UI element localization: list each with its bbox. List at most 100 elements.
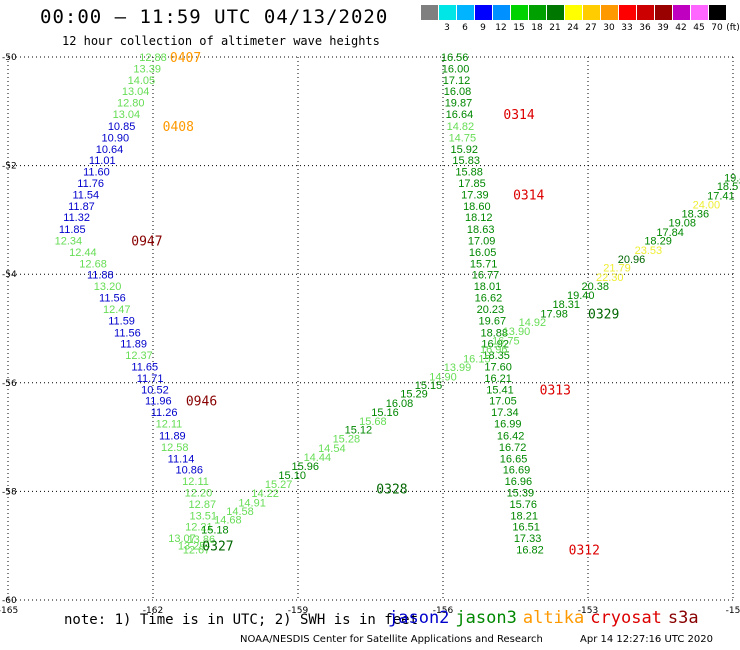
data-point: 11.32 [63,212,90,224]
data-point: 18.01 [474,281,502,293]
data-point: 13.86 [188,534,216,546]
satellite-legend: jason2 jason3 altika cryosat s3a [388,608,705,628]
satellite-jason2: jason2 [388,608,450,628]
data-point: 12.20 [185,487,213,499]
legend-swatch [421,5,438,20]
data-point: 18.36 [682,208,710,220]
data-point: 18.12 [465,212,493,224]
footer-note: note: 1) Time is in UTC; 2) SWH is in fe… [64,612,419,628]
data-point: 11.56 [114,327,141,339]
data-point: 11.14 [168,453,195,465]
data-point: 12.58 [161,442,189,454]
data-point: 11.01 [89,155,116,167]
data-point: 13.51 [190,510,218,522]
time-label: 0313 [540,383,571,398]
data-point: 17.60 [484,362,512,374]
data-point: 11.56 [99,293,126,305]
time-label: 0947 [131,235,162,250]
data-point: 13.99 [444,362,472,374]
data-point: 18.21 [510,510,538,522]
data-point: 19.43 [724,173,740,185]
data-point: 12.11 [156,419,183,431]
time-label: 0314 [503,108,534,123]
satellite-s3a: s3a [667,608,699,628]
legend-swatch [601,5,618,20]
data-point: 11.96 [145,396,172,408]
legend-swatch [439,5,456,20]
data-point: 15.10 [278,470,306,482]
x-tick-label: -153 [578,606,598,616]
data-point: 17.98 [540,308,568,320]
data-point: 14.75 [449,132,477,144]
data-point: 15.68 [359,416,387,428]
data-point: 24.00 [693,200,721,212]
data-point: 15.27 [265,479,293,491]
data-point: 11.26 [151,407,178,419]
data-point: 11.88 [87,270,114,282]
data-point: 15.28 [333,434,361,446]
data-point: 12.34 [55,236,83,248]
legend-swatch [493,5,510,20]
data-point: 15.41 [486,384,514,396]
data-point: 15.96 [291,461,319,473]
legend-label: 15 [513,23,525,33]
data-point: 11.65 [131,362,158,374]
data-point: 19.87 [445,98,473,110]
legend-swatch [583,5,600,20]
data-point: 14.44 [304,452,332,464]
data-point: 16.69 [503,465,531,477]
chart-title: 00:00 – 11:59 UTC 04/13/2020 [40,6,389,28]
data-point: 18.29 [644,236,672,248]
data-point: 18.35 [482,350,510,362]
data-point: 13.04 [113,109,141,121]
data-point: 17.39 [461,189,489,201]
legend-label: 3 [444,23,450,33]
data-point: 19.67 [479,315,507,327]
credit-line: NOAA/NESDIS Center for Satellite Applica… [240,634,543,645]
data-point: 13.39 [133,63,161,75]
data-point: 16.05 [469,247,497,259]
data-point: 16.99 [494,419,522,431]
data-point: 15.76 [509,499,537,511]
data-point: 19.40 [567,290,595,302]
data-point: 13.90 [503,326,531,338]
legend-label: 45 [693,23,705,33]
data-point: 16.75 [492,335,520,347]
data-point: 20.23 [477,304,505,316]
legend-swatch [475,5,492,20]
data-point: 12.80 [117,98,145,110]
legend-swatch [709,5,726,20]
data-point: 10.86 [175,465,203,477]
axes: -165 -162 -159 -156 -153 -15 -50 -52 -54 -56 -58 -6… [0,53,740,616]
data-point: 17.05 [489,396,517,408]
data-point: 12.87 [189,499,217,511]
data-point: 16.96 [505,476,533,488]
data-point: 14.54 [318,443,346,455]
data-points: 12.8813.3914.0513.0412.8013.0410.8510.90… [55,52,740,557]
data-point: 13.20 [94,281,122,293]
data-point: 15.39 [507,487,535,499]
data-point: 11.76 [77,178,104,190]
time-label: 0328 [376,483,407,498]
data-point: 14.58 [226,506,254,518]
legend-label: 18 [531,23,543,33]
y-tick-label: -52 [2,162,17,172]
legend-label: 39 [657,23,669,33]
legend-label: 12 [495,23,507,33]
data-point: 11.71 [137,373,164,385]
data-point: 18.31 [552,299,580,311]
data-point: 12.68 [79,258,107,270]
data-point: 14.91 [238,497,266,509]
legend-label: 33 [621,23,633,33]
chart-subtitle: 12 hour collection of altimeter wave hei… [62,34,380,48]
data-point: 15.18 [201,524,229,536]
data-point: 18.57 [717,181,740,193]
data-point: 11.59 [108,315,135,327]
data-point: 12.47 [103,304,131,316]
data-point: 17.34 [491,407,519,419]
data-point: 16.77 [472,270,500,282]
timestamp: Apr 14 12:27:16 UTC 2020 [580,634,713,645]
data-point: 12.67 [183,545,211,557]
data-point: 11.87 [68,201,95,213]
legend-swatch [655,5,672,20]
